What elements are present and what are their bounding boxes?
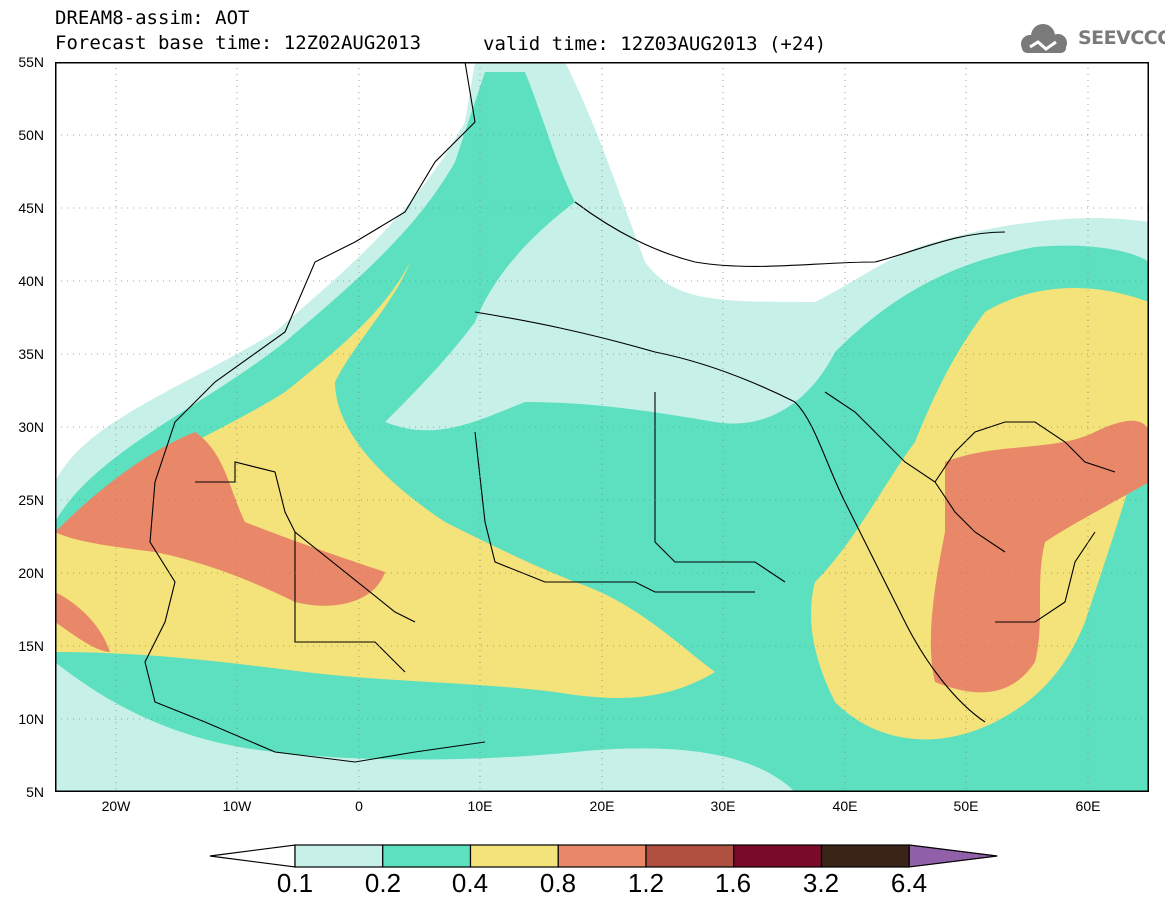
colorbar-cell [469, 844, 559, 868]
colorbar-label: 3.2 [802, 868, 840, 898]
map-title: DREAM8-assim: AOT [55, 7, 250, 29]
colorbar-label: 0.8 [539, 868, 577, 898]
lon-label: 10W [222, 798, 252, 814]
colorbar-label: 1.2 [627, 868, 665, 898]
aot-map [55, 62, 1149, 792]
country-borders [144, 62, 1116, 763]
colorbar-cell [645, 844, 735, 868]
forecast-base-time: Forecast base time: 12Z02AUG2013 [55, 32, 422, 54]
colorbar [209, 844, 998, 868]
lat-label: 15N [18, 638, 44, 654]
lat-label: 10N [18, 711, 44, 727]
colorbar-cell [382, 844, 472, 868]
colorbar-label: 6.4 [890, 868, 928, 898]
colorbar-cell [733, 844, 823, 868]
lat-lon-grid [55, 62, 1149, 792]
aot-band-0.8 [55, 420, 1149, 693]
lon-label: 30E [710, 798, 736, 814]
colorbar-under-arrow [209, 844, 296, 868]
lat-label: 5N [26, 784, 44, 800]
colorbar-cell [294, 844, 384, 868]
lat-label: 20N [18, 565, 44, 581]
lon-label: 40E [832, 798, 858, 814]
logo [1021, 24, 1067, 53]
lat-label: 35N [18, 346, 44, 362]
lon-label: 50E [953, 798, 979, 814]
lat-label: 55N [18, 54, 44, 70]
colorbar-label: 1.6 [714, 868, 752, 898]
map-frame [55, 62, 1149, 792]
lat-label: 50N [18, 127, 44, 143]
valid-time: valid time: 12Z03AUG2013 (+24) [483, 33, 827, 55]
lon-label: 0 [355, 798, 363, 814]
colorbar-label: 0.1 [276, 868, 314, 898]
aot-band-0.4 [55, 262, 1149, 740]
colorbar-label: 0.2 [364, 868, 402, 898]
lon-label: 20W [101, 798, 131, 814]
colorbar-cell [557, 844, 647, 868]
colorbar-over-arrow [908, 844, 998, 868]
colorbar-cell [820, 844, 910, 868]
lat-label: 45N [18, 200, 44, 216]
logo-text: SEEVCCC [1078, 27, 1165, 49]
lat-label: 40N [18, 273, 44, 289]
lat-label: 25N [18, 492, 44, 508]
lat-label: 30N [18, 419, 44, 435]
lon-label: 10E [467, 798, 493, 814]
lon-label: 20E [589, 798, 615, 814]
colorbar-label: 0.4 [451, 868, 489, 898]
lon-label: 60E [1075, 798, 1101, 814]
